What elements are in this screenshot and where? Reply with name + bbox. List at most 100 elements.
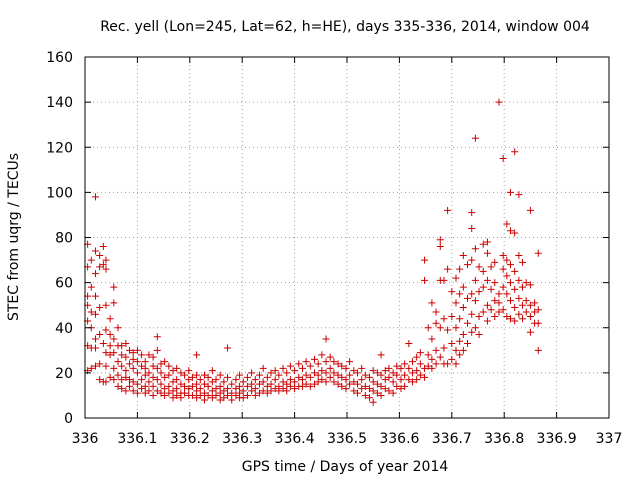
- data-point-marker: [515, 276, 523, 284]
- data-point-marker: [314, 360, 322, 368]
- data-point-marker: [397, 385, 405, 393]
- x-tick-label: 336.4: [275, 431, 315, 447]
- data-point-marker: [224, 385, 232, 393]
- data-point-marker: [405, 364, 413, 372]
- data-point-marker: [334, 380, 342, 388]
- data-point-marker: [193, 351, 201, 359]
- data-point-marker: [251, 376, 259, 384]
- data-point-marker: [149, 373, 157, 381]
- data-point-marker: [487, 306, 495, 314]
- data-point-marker: [534, 319, 542, 327]
- data-point-marker: [413, 367, 421, 375]
- data-point-marker: [428, 364, 436, 372]
- data-point-marker: [397, 376, 405, 384]
- data-point-marker: [440, 344, 448, 352]
- data-point-marker: [169, 387, 177, 395]
- data-point-marker: [526, 281, 534, 289]
- y-tick-label: 40: [55, 321, 73, 337]
- data-point-marker: [424, 362, 432, 370]
- data-point-marker: [126, 376, 134, 384]
- data-point-marker: [251, 385, 259, 393]
- data-point-marker: [342, 385, 350, 393]
- data-point-marker: [495, 98, 503, 106]
- data-point-marker: [248, 380, 256, 388]
- data-point-marker: [322, 335, 330, 343]
- data-point-marker: [185, 376, 193, 384]
- chart-title: Rec. yell (Lon=245, Lat=62, h=HE), days …: [100, 19, 590, 35]
- data-point-marker: [409, 369, 416, 377]
- y-tick-label: 20: [55, 366, 73, 382]
- data-point-marker: [522, 297, 530, 305]
- y-tick-label: 140: [46, 95, 73, 111]
- data-point-marker: [519, 283, 527, 291]
- data-point-marker: [302, 371, 310, 379]
- data-point-marker: [236, 382, 244, 390]
- data-point-marker: [110, 299, 118, 307]
- data-point-marker: [129, 349, 137, 357]
- data-point-marker: [421, 373, 429, 381]
- data-point-marker: [503, 290, 511, 298]
- data-point-marker: [177, 369, 185, 377]
- data-point-marker: [118, 385, 126, 393]
- data-point-marker: [193, 394, 201, 402]
- data-point-marker: [200, 389, 208, 397]
- data-point-marker: [275, 371, 283, 379]
- data-point-marker: [456, 351, 464, 359]
- data-point-marker: [506, 227, 514, 235]
- data-point-marker: [271, 385, 279, 393]
- y-tick-label: 160: [46, 50, 73, 66]
- y-axis-label: STEC from uqrg / TECUs: [6, 153, 22, 321]
- data-point-marker: [499, 283, 507, 291]
- data-point-marker: [314, 378, 322, 386]
- data-point-marker: [483, 249, 491, 257]
- data-point-marker: [302, 358, 310, 366]
- data-point-marker: [334, 360, 342, 368]
- data-point-marker: [157, 380, 165, 388]
- data-point-marker: [255, 389, 263, 397]
- data-point-marker: [424, 351, 432, 359]
- data-point-marker: [483, 276, 491, 284]
- data-point-marker: [271, 367, 279, 375]
- data-point-marker: [322, 369, 330, 377]
- data-point-marker: [526, 328, 534, 336]
- data-point-marker: [91, 247, 99, 255]
- data-point-marker: [534, 306, 542, 314]
- data-point-marker: [393, 371, 401, 379]
- data-point-marker: [358, 385, 366, 393]
- data-point-marker: [506, 315, 514, 323]
- data-point-marker: [491, 279, 499, 287]
- data-point-marker: [263, 382, 271, 390]
- data-point-marker: [295, 360, 303, 368]
- data-point-marker: [389, 369, 397, 377]
- data-point-marker: [499, 252, 507, 260]
- data-point-marker: [522, 308, 530, 316]
- data-point-marker: [193, 371, 201, 379]
- data-point-marker: [369, 398, 377, 406]
- data-point-marker: [188, 382, 196, 390]
- data-point-marker: [381, 376, 389, 384]
- data-point-marker: [444, 206, 452, 214]
- data-point-marker: [212, 376, 220, 384]
- data-point-marker: [114, 324, 122, 332]
- data-point-marker: [377, 371, 385, 379]
- data-point-marker: [416, 371, 424, 379]
- data-point-marker: [350, 378, 358, 386]
- data-point-marker: [373, 389, 381, 397]
- data-point-marker: [161, 385, 169, 393]
- data-point-marker: [385, 373, 393, 381]
- data-point-marker: [129, 364, 137, 372]
- y-tick-label: 100: [46, 185, 73, 201]
- data-point-marker: [122, 387, 130, 395]
- data-point-marker: [448, 288, 456, 296]
- data-point-marker: [459, 303, 467, 311]
- data-point-marker: [322, 358, 330, 366]
- data-point-marker: [416, 349, 424, 357]
- data-point-marker: [110, 283, 118, 291]
- data-point-marker: [448, 340, 456, 348]
- data-point-marker: [397, 364, 405, 372]
- x-tick-label: 336.6: [379, 431, 419, 447]
- data-point-marker: [126, 382, 134, 390]
- data-point-marker: [145, 369, 153, 377]
- data-point-marker: [96, 360, 104, 368]
- data-point-marker: [165, 382, 173, 390]
